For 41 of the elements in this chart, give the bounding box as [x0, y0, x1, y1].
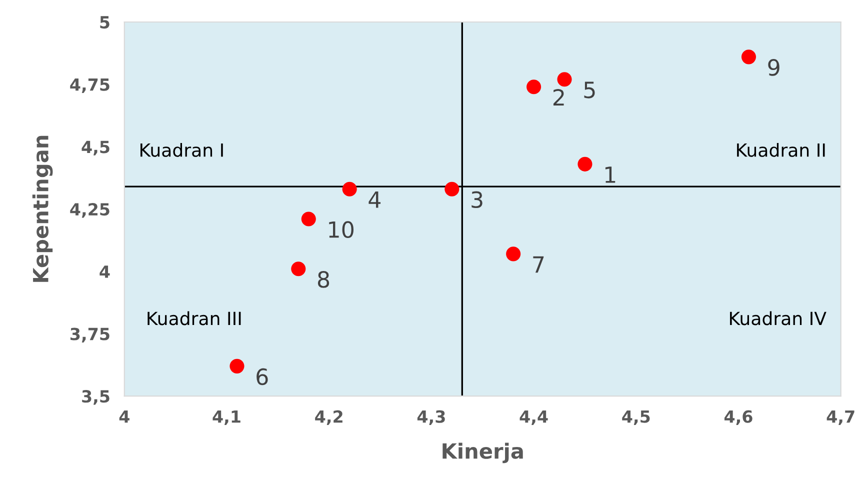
x-tick-label: 4,6: [724, 410, 752, 426]
point: [291, 262, 306, 276]
point: [506, 246, 521, 262]
annotation: 9: [768, 59, 780, 76]
point: [526, 80, 542, 94]
annotation: 4: [368, 192, 381, 208]
y-tick-label: 4: [100, 266, 110, 278]
x-tick-label: 4: [119, 410, 130, 423]
y-tick-label: 4,75: [70, 78, 110, 94]
x-tick-label: 4,4: [520, 410, 548, 426]
point: [342, 182, 357, 196]
point: [230, 358, 244, 374]
y-tick-label: 3,5: [82, 390, 110, 405]
annotation: 2: [553, 88, 564, 106]
x-tick-label: 4,3: [417, 410, 445, 426]
annotation: 7: [533, 256, 544, 273]
y-axis-title: Kepentingan: [32, 136, 53, 282]
y-tick-label: 3,75: [70, 328, 110, 342]
x-tick-label: 4,5: [622, 410, 650, 426]
point: [557, 72, 572, 87]
annotation: 5: [584, 82, 595, 98]
annotation: Kuadran I: [140, 142, 223, 157]
annotation: Kuadran II: [737, 142, 825, 157]
annotation: Kuadran IV: [730, 311, 826, 326]
x-tick-label: 4,7: [826, 410, 854, 426]
annotation: 10: [329, 221, 354, 238]
point: [578, 156, 592, 172]
point: [301, 212, 316, 226]
y-tick-label: 5: [100, 16, 110, 29]
y-tick-label: 4,25: [70, 203, 110, 218]
x-tick-label: 4,1: [212, 410, 240, 426]
annotation: Kuadran III: [148, 311, 241, 326]
x-axis-title: Kinerja: [442, 442, 523, 464]
annotation: 3: [472, 191, 482, 208]
annotation: 1: [605, 166, 616, 183]
point: [741, 50, 756, 64]
x-tick-label: 4,2: [315, 410, 342, 426]
annotation: 8: [318, 271, 330, 288]
annotation: 6: [256, 368, 268, 386]
point: [444, 182, 460, 196]
y-tick-label: 4,5: [82, 140, 110, 156]
